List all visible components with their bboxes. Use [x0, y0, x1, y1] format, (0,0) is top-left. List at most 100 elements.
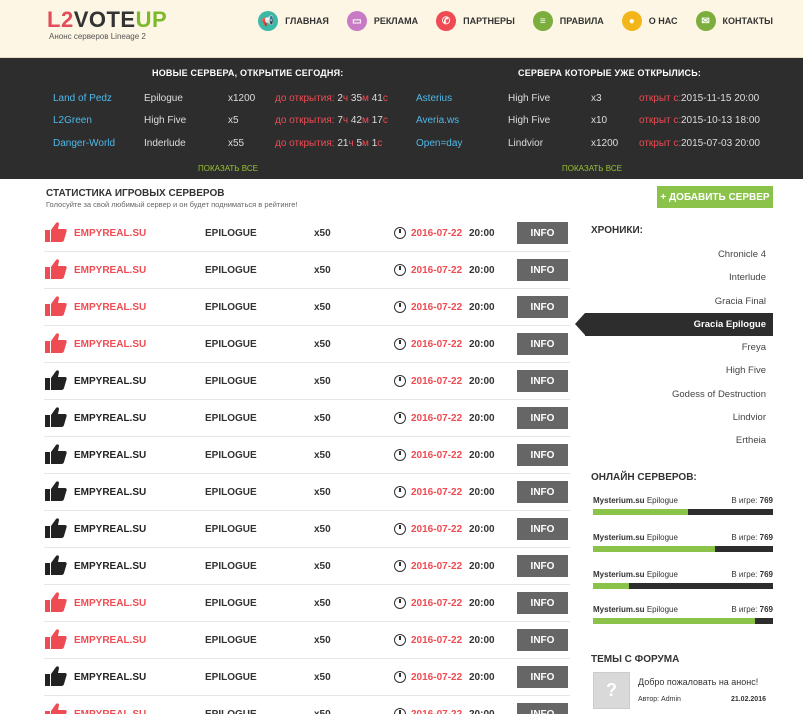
server-time: 20:00: [469, 376, 495, 387]
clock-icon: [394, 375, 406, 387]
online-server[interactable]: Mysterium.su Epilogue В игре: 769: [593, 605, 773, 624]
new-server-name-link[interactable]: Danger-World: [53, 138, 116, 149]
info-button[interactable]: INFO: [517, 259, 568, 281]
nav-item-0[interactable]: 📢 ГЛАВНАЯ: [258, 11, 329, 31]
chronicle-item[interactable]: Gracia Final: [714, 295, 766, 307]
person-icon: ●: [621, 11, 642, 31]
nav-item-label: ПРАВИЛА: [559, 16, 604, 26]
info-button[interactable]: INFO: [517, 370, 568, 392]
info-button[interactable]: INFO: [517, 555, 568, 577]
thumbs-up-icon[interactable]: [45, 702, 67, 714]
chronicle-item[interactable]: Chronicle 4: [717, 249, 766, 260]
server-name[interactable]: EMPYREAL.SU: [74, 413, 147, 424]
info-button[interactable]: INFO: [517, 518, 568, 540]
chronicle-item[interactable]: High Five: [725, 365, 766, 377]
new-servers-show-all-link[interactable]: ПОКАЗАТЬ ВСЕ: [198, 164, 258, 173]
opened-server-name-link[interactable]: Averia.ws: [416, 115, 460, 126]
server-row: EMPYREAL.SU EPILOGUE x50 2016-07-22 20:00 INF…: [44, 289, 570, 326]
thumbs-up-icon[interactable]: [45, 332, 67, 354]
server-name[interactable]: EMPYREAL.SU: [74, 487, 147, 498]
server-name[interactable]: EMPYREAL.SU: [74, 598, 147, 609]
forum-topic-title[interactable]: Добро пожаловать на анонс!: [638, 677, 759, 687]
new-server-name-link[interactable]: L2Green: [53, 115, 92, 126]
nav-item-2[interactable]: ✆ ПАРТНЕРЫ: [436, 11, 515, 31]
online-server[interactable]: Mysterium.su Epilogue В игре: 769: [593, 533, 773, 552]
opened-servers-show-all-link[interactable]: ПОКАЗАТЬ ВСЕ: [562, 164, 622, 173]
info-button[interactable]: INFO: [517, 481, 568, 503]
server-name[interactable]: EMPYREAL.SU: [74, 709, 146, 714]
chronicle-item[interactable]: Godess of Destruction: [672, 388, 766, 400]
nav-item-5[interactable]: ✉ КОНТАКТЫ: [695, 11, 773, 31]
chronicles-title: ХРОНИКИ:: [591, 225, 644, 236]
new-server-chronicle: High Five: [144, 115, 187, 126]
chronicle-item[interactable]: Ertheia: [735, 435, 766, 447]
info-button[interactable]: INFO: [517, 666, 568, 688]
opened-server-name-link[interactable]: Asterius: [416, 93, 453, 104]
server-rate: x50: [314, 376, 331, 387]
thumbs-up-icon[interactable]: [45, 554, 67, 576]
opened-server-name-link[interactable]: Open=day: [416, 138, 463, 149]
server-name[interactable]: EMPYREAL.SU: [74, 339, 147, 350]
info-button[interactable]: INFO: [517, 407, 568, 429]
info-button[interactable]: INFO: [517, 444, 568, 466]
server-time: 20:00: [469, 413, 495, 424]
opened-server-chronicle: High Five: [508, 93, 551, 104]
server-name[interactable]: EMPYREAL.SU: [74, 635, 147, 646]
thumbs-up-icon[interactable]: [45, 480, 67, 502]
server-name[interactable]: EMPYREAL.SU: [74, 376, 147, 387]
server-name[interactable]: EMPYREAL.SU: [74, 672, 147, 683]
thumbs-up-icon[interactable]: [45, 369, 67, 391]
new-server-rate: x1200: [228, 93, 256, 104]
server-chronicle: EPILOGUE: [205, 598, 257, 609]
site-logo[interactable]: L2VOTEUP Анонс серверов Lineage 2: [47, 7, 168, 42]
thumbs-up-icon[interactable]: [45, 221, 67, 243]
thumbs-up-icon[interactable]: [45, 628, 67, 650]
online-server-line: Mysterium.su Epilogue В игре: 769: [593, 533, 773, 545]
server-name[interactable]: EMPYREAL.SU: [74, 302, 147, 313]
server-name[interactable]: EMPYREAL.SU: [74, 524, 147, 535]
info-button[interactable]: INFO: [517, 333, 568, 355]
new-server-name-link[interactable]: Land of Pedz: [53, 93, 112, 104]
online-server[interactable]: Mysterium.su Epilogue В игре: 769: [593, 570, 773, 589]
nav-item-label: О НАС: [648, 16, 678, 26]
server-date: 2016-07-22: [411, 561, 463, 572]
thumbs-up-icon[interactable]: [45, 665, 67, 687]
server-name[interactable]: EMPYREAL.SU: [74, 265, 147, 276]
thumbs-up-icon[interactable]: [45, 295, 67, 317]
nav-item-1[interactable]: ▭ РЕКЛАМА: [346, 11, 418, 31]
nav-item-label: КОНТАКТЫ: [722, 16, 773, 26]
site-header: L2VOTEUP Анонс серверов Lineage 2 📢 ГЛАВН…: [0, 0, 803, 58]
server-row: EMPYREAL.SU EPILOGUE x50 2016-07-22 20:00 INF…: [44, 437, 570, 474]
info-button[interactable]: INFO: [517, 222, 568, 244]
server-chronicle: EPILOGUE: [205, 228, 257, 239]
info-button[interactable]: INFO: [517, 703, 568, 714]
nav-item-4[interactable]: ● О НАС: [621, 11, 678, 31]
thumbs-up-icon[interactable]: [45, 591, 67, 613]
server-chronicle: EPILOGUE: [205, 302, 257, 313]
thumbs-up-icon[interactable]: [45, 406, 67, 428]
server-date: 2016-07-22: [411, 598, 463, 609]
chronicle-item[interactable]: Interlude: [729, 272, 766, 284]
chronicle-item[interactable]: Freya: [741, 342, 766, 354]
add-server-button[interactable]: + ДОБАВИТЬ СЕРВЕР: [657, 186, 773, 208]
server-name[interactable]: EMPYREAL.SU: [74, 561, 147, 572]
online-server[interactable]: Mysterium.su Epilogue В игре: 769: [593, 496, 773, 515]
server-time: 20:00: [469, 561, 495, 572]
nav-item-3[interactable]: ≡ ПРАВИЛА: [532, 11, 604, 31]
thumbs-up-icon[interactable]: [45, 258, 67, 280]
server-name[interactable]: EMPYREAL.SU: [74, 450, 147, 461]
server-rate: x50: [314, 302, 331, 313]
server-row: EMPYREAL.SU EPILOGUE x50 2016-07-22 20:00 INF…: [44, 474, 570, 511]
thumbs-up-icon[interactable]: [45, 443, 67, 465]
chronicle-item[interactable]: Gracia Epilogue: [575, 312, 773, 337]
thumbs-up-icon[interactable]: [45, 517, 67, 539]
logo-part3: UP: [135, 7, 168, 32]
server-name[interactable]: EMPYREAL.SU: [74, 228, 147, 239]
online-server-line: Mysterium.su Epilogue В игре: 769: [593, 496, 773, 508]
chronicle-item[interactable]: Lindvior: [732, 412, 766, 424]
server-date: 2016-07-22: [411, 302, 463, 313]
info-button[interactable]: INFO: [517, 296, 568, 318]
info-button[interactable]: INFO: [517, 592, 568, 614]
forum-topic-meta: Автор: Admin 21.02.2016: [638, 696, 766, 703]
info-button[interactable]: INFO: [517, 629, 568, 651]
